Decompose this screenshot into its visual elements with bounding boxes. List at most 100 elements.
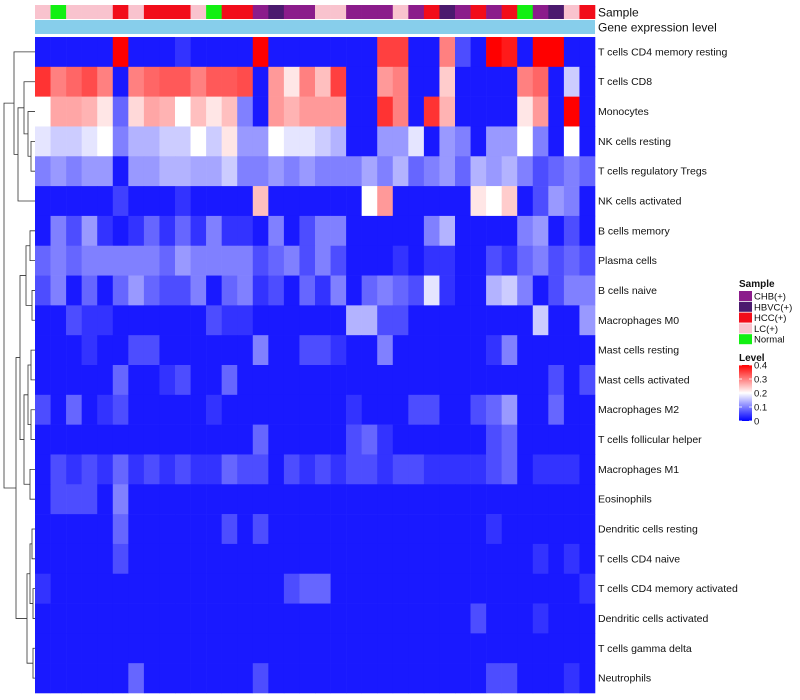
heatmap-cell [159,365,176,396]
heatmap-cell [330,633,347,664]
dendrogram-branch [29,230,35,262]
heatmap-cell [423,335,440,366]
heatmap-cell [66,603,82,634]
sample-annotation-cell [252,5,269,19]
heatmap-cell [517,37,534,68]
heatmap-cell [252,514,269,545]
heatmap-cell [50,514,67,545]
heatmap-cell [252,186,269,217]
sample-annotation-cell [423,5,440,19]
heatmap-cell [97,633,114,664]
heatmap-cell [50,186,67,217]
heatmap-cell [128,514,145,545]
heatmap-cell [517,424,534,455]
heatmap-cell [439,424,456,455]
heatmap-cell [330,365,347,396]
heatmap-cell [35,305,51,336]
heatmap-cell [190,365,207,396]
heatmap-cell [50,424,67,455]
heatmap-cell [206,484,222,515]
heatmap-cell [377,66,394,97]
sample-annotation-cell [66,5,82,19]
heatmap-cell [143,66,160,97]
heatmap-cell [237,66,254,97]
heatmap-cell [268,275,285,306]
heatmap-cell [159,275,176,306]
heatmap-cell [268,424,285,455]
heatmap-cell [66,514,82,545]
heatmap-cell [190,514,207,545]
heatmap-cell [423,156,440,187]
sample-annotation-cell [299,5,316,19]
heatmap-cell [66,573,82,604]
heatmap-cell [206,335,222,366]
heatmap-cell [330,275,347,306]
heatmap-cell [97,275,114,306]
heatmap-cell [81,484,98,515]
heatmap-cell [35,245,51,276]
heatmap-cell [299,305,316,336]
heatmap-cell [252,365,269,396]
heatmap-cell [517,126,534,157]
heatmap-cell [315,37,331,68]
heatmap-cell [299,126,316,157]
heatmap-cell [532,514,549,545]
dendrogram-branch [13,51,35,155]
heatmap-cell [346,573,362,604]
heatmap-cell [439,573,456,604]
heatmap-cell [237,424,254,455]
heatmap-cell [361,394,378,425]
heatmap-cell [455,66,471,97]
heatmap-cell [455,573,471,604]
heatmap-cell [252,126,269,157]
heatmap-cell [81,96,98,127]
heatmap-cell [563,454,580,485]
heatmap-cell [128,394,145,425]
heatmap-cell [501,365,518,396]
heatmap-cell [81,335,98,366]
heatmap-cell [377,275,394,306]
heatmap-cell [143,394,160,425]
heatmap-cell [175,96,191,127]
row-label: T cells CD4 naive [598,553,680,565]
heatmap-cell [252,454,269,485]
heatmap-cell [35,543,51,575]
heatmap-cell [81,186,98,217]
heatmap-cell [548,514,565,545]
heatmap-cell [315,633,331,664]
heatmap-cell [299,365,316,396]
heatmap-cell [237,603,254,634]
heatmap-cell [252,424,269,455]
heatmap-cell [159,245,176,276]
heatmap-cell [346,96,362,127]
heatmap-cell [143,454,160,485]
heatmap-cell [455,543,471,575]
dendrogram-branch [30,409,35,440]
heatmap-cell [486,215,502,247]
heatmap-cell [128,603,145,634]
legend-tick-label: 0.4 [754,361,767,372]
heatmap-cell [408,514,425,545]
heatmap-cell [252,275,269,306]
heatmap-cell [190,454,207,485]
heatmap-cell [377,215,394,247]
heatmap-cell [237,186,254,217]
heatmap-cell [377,126,394,157]
legend-sample-items: CHB(+)HBVC(+)HCC(+)LC(+)Normal [739,291,792,346]
legend-label: HBVC(+) [754,302,792,313]
heatmap-cell [81,573,98,604]
heatmap-cell [190,66,207,97]
heatmap-cell [532,663,549,694]
heatmap-cell [66,215,82,247]
heatmap-cell [175,215,191,247]
heatmap-cell [532,66,549,97]
heatmap-cell [206,633,222,664]
heatmap-cell [81,454,98,485]
heatmap-cell [346,633,362,664]
heatmap-cell [315,215,331,247]
heatmap-cells [35,37,596,694]
heatmap-cell [548,275,565,306]
heatmap-cell [221,394,238,425]
heatmap-cell [50,454,67,485]
row-label: Plasma cells [598,255,657,267]
